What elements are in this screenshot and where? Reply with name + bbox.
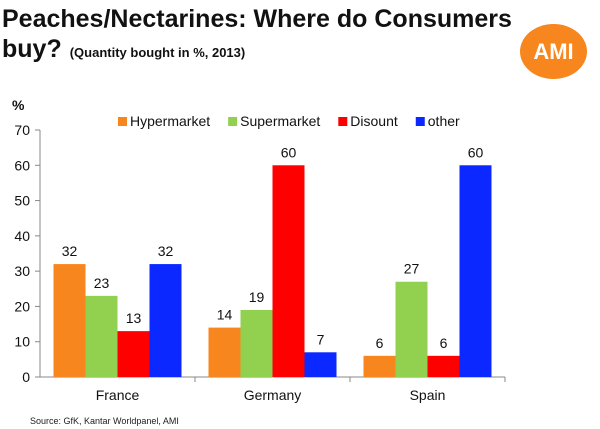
legend-label: Disount [350, 113, 398, 129]
data-label: 60 [281, 144, 297, 160]
bar-hypermarket-germany [208, 327, 241, 377]
legend-swatch-hypermarket [118, 117, 127, 126]
y-tick-label: 20 [14, 298, 30, 314]
legend-label: other [428, 113, 460, 129]
chart-title-line1: Peaches/Nectarines: Where do Consumers [2, 5, 512, 33]
bar-other-france [149, 264, 182, 377]
chart-title-line2: buy? (Quantity bought in %, 2013) [2, 34, 245, 68]
bar-hypermarket-france [53, 264, 86, 377]
data-label: 32 [158, 243, 174, 259]
legend-swatch-disount [338, 117, 348, 126]
y-tick-label: 70 [14, 122, 30, 138]
data-label: 6 [440, 335, 448, 351]
x-tick-label: France [96, 387, 140, 403]
legend-label: Supermarket [240, 113, 320, 129]
bar-disount-germany [272, 165, 305, 377]
bar-other-spain [459, 165, 492, 377]
data-label: 7 [317, 331, 325, 347]
y-tick-label: 10 [14, 334, 30, 350]
y-tick-label: 0 [22, 369, 30, 385]
bar-disount-france [117, 331, 150, 377]
bar-supermarket-france [85, 295, 118, 377]
bar-supermarket-germany [240, 309, 273, 377]
data-label: 32 [62, 243, 78, 259]
data-label: 23 [94, 275, 110, 291]
data-label: 27 [404, 261, 420, 277]
source-note: Source: GfK, Kantar Worldpanel, AMI [30, 416, 179, 426]
y-tick-label: 40 [14, 228, 30, 244]
y-tick-label: 30 [14, 263, 30, 279]
bar-other-germany [304, 352, 337, 377]
data-label: 19 [249, 289, 265, 305]
chart-subtitle: (Quantity bought in %, 2013) [69, 45, 246, 60]
legend-label: Hypermarket [130, 113, 210, 129]
x-tick-label: Germany [244, 387, 302, 403]
x-tick-label: Spain [410, 387, 446, 403]
title-end: buy? [2, 35, 62, 63]
bar-disount-spain [427, 355, 460, 377]
data-label: 60 [468, 144, 484, 160]
bar-supermarket-spain [395, 281, 428, 377]
data-label: 14 [217, 307, 233, 323]
y-tick-label: 50 [14, 193, 30, 209]
y-tick-label: 60 [14, 157, 30, 173]
legend-swatch-other [415, 117, 425, 126]
data-label: 6 [376, 335, 384, 351]
legend-swatch-supermarket [228, 117, 238, 126]
bar-hypermarket-spain [363, 355, 396, 377]
data-label: 13 [126, 310, 142, 326]
y-axis-label: % [12, 97, 25, 113]
ami-logo: AMI [520, 24, 587, 79]
